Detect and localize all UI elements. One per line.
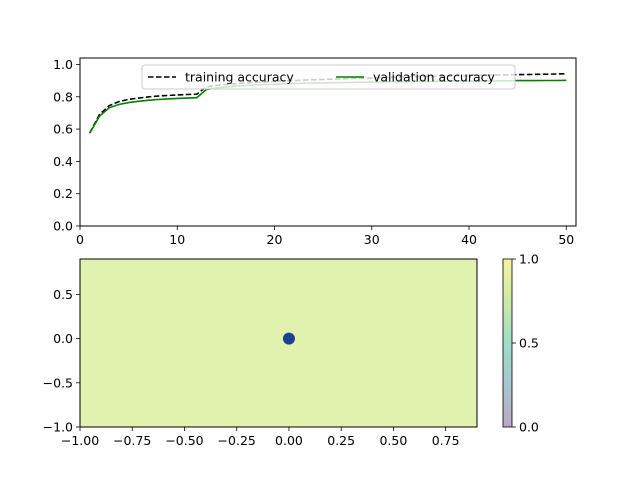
colorbar-tick-label: 1.0: [519, 252, 539, 267]
accuracy-x-axis: 0 10 20 30 40 50: [76, 226, 574, 247]
x-tick-label: 40: [461, 232, 477, 247]
colorbar-gradient: [503, 259, 512, 427]
y-tick-label: −0.5: [43, 375, 73, 390]
heatmap-x-axis: −1.00 −0.75 −0.50 −0.25 0.00 0.25 0.50 0.75: [61, 427, 460, 448]
accuracy-legend: training accuracy validation accuracy: [141, 64, 516, 90]
x-tick-label: 30: [364, 232, 380, 247]
heatmap-points: [282, 332, 295, 345]
x-tick-label: −0.75: [113, 433, 151, 448]
y-tick-label: 0.2: [53, 186, 73, 201]
x-tick-label: −0.25: [218, 433, 256, 448]
legend-validation-label: validation accuracy: [373, 70, 496, 85]
colorbar-tick-label: 0.0: [519, 420, 539, 435]
x-tick-label: 10: [169, 232, 185, 247]
y-tick-label: 0.4: [53, 154, 73, 169]
accuracy-y-axis: 0.0 0.2 0.4 0.6 0.8 1.0: [53, 57, 80, 234]
x-tick-label: 0.25: [327, 433, 355, 448]
accuracy-chart: 0 10 20 30 40 50 0.0 0.2 0.4 0.6 0.8 1.0 training …: [53, 57, 577, 247]
heatmap-fill: [80, 259, 477, 427]
x-tick-label: −0.50: [165, 433, 203, 448]
data-point: [282, 332, 295, 345]
y-tick-label: 0.5: [53, 287, 73, 302]
decision-map: −1.00 −0.75 −0.50 −0.25 0.00 0.25 0.50 0.75 −1.…: [43, 258, 478, 448]
y-tick-label: 1.0: [53, 57, 73, 72]
x-tick-label: 0: [76, 232, 84, 247]
x-tick-label: 20: [267, 232, 283, 247]
colorbar-tick-label: 0.5: [519, 336, 539, 351]
colorbar: 0.0 0.5 1.0: [502, 252, 539, 435]
x-tick-label: −1.00: [61, 433, 99, 448]
x-tick-label: 0.50: [379, 433, 407, 448]
x-tick-label: 0.00: [275, 433, 303, 448]
heatmap-y-axis: −1.0 −0.5 0.0 0.5: [43, 287, 80, 435]
legend-box: [141, 64, 516, 90]
y-tick-label: 0.8: [53, 89, 73, 104]
x-tick-label: 50: [558, 232, 574, 247]
y-tick-label: 0.0: [53, 331, 73, 346]
x-tick-label: 0.75: [432, 433, 460, 448]
heatmap-plot-frame: [79, 258, 478, 428]
accuracy-plot-frame: [79, 57, 577, 227]
y-tick-label: 0.6: [53, 122, 73, 137]
y-tick-label: 0.0: [53, 219, 73, 234]
y-tick-label: −1.0: [43, 420, 73, 435]
colorbar-axis: 0.0 0.5 1.0: [512, 252, 539, 435]
legend-training-label: training accuracy: [185, 70, 294, 85]
